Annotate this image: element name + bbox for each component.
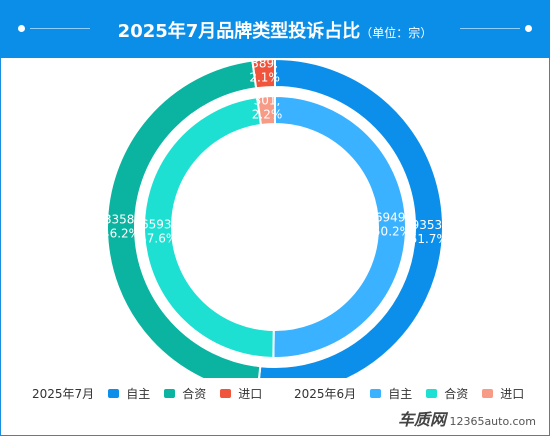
watermark: 车质网 12365auto.com <box>398 406 536 430</box>
legend-item-label: 合资 <box>444 387 469 401</box>
legend-swatch <box>370 389 382 398</box>
legend-swatch <box>426 389 438 398</box>
legend-swatch <box>482 389 494 398</box>
legend-item-label: 自主 <box>126 387 151 401</box>
legend-item-label: 进口 <box>238 387 263 401</box>
watermark-brand: 车质网 <box>397 410 446 429</box>
legend-group-label: 2025年6月 <box>294 387 357 401</box>
legend-group-june: 2025年6月 自主 合资 进口 <box>294 385 524 402</box>
title-deco-line-right <box>460 28 520 29</box>
donut-slice-inner-0[interactable] <box>272 94 407 359</box>
data-label-inner-1: 6593, 47.6% <box>139 217 177 245</box>
chart-title: 2025年7月品牌类型投诉占比（单位：宗） <box>0 17 550 43</box>
donut-slice-inner-2[interactable] <box>256 94 276 127</box>
donut-slice-outer-2[interactable] <box>251 58 276 90</box>
donut-slice-inner-1[interactable] <box>143 96 275 360</box>
data-label-inner-2: 301, 2.2% <box>252 93 283 121</box>
legend-group-label: 2025年7月 <box>32 387 95 401</box>
legend-swatch <box>164 389 176 398</box>
legend-swatch <box>220 389 232 398</box>
legend-item-label: 合资 <box>182 387 207 401</box>
title-bar: 2025年7月品牌类型投诉占比（单位：宗） <box>0 0 550 58</box>
data-label-inner-0: 6949, 50.2% <box>373 211 411 239</box>
legend-item-label: 进口 <box>500 387 525 401</box>
title-deco-dot-right <box>525 25 532 32</box>
donut-slice-outer-0[interactable] <box>257 58 444 378</box>
chart-title-main: 2025年7月品牌类型投诉占比 <box>117 21 361 42</box>
legend-item-label: 自主 <box>388 387 413 401</box>
donut-chart: 9353, 51.7% 8358, 46.2% 389, 2.1% 6949, 50.2% 65… <box>102 58 448 378</box>
title-deco-dot-left <box>18 25 25 32</box>
title-deco-line-left <box>30 28 90 29</box>
legend-group-july: 2025年7月 自主 合资 进口 <box>32 385 262 402</box>
data-label-outer-2: 389, 2.1% <box>249 58 280 84</box>
legend-swatch <box>108 389 120 398</box>
data-label-outer-1: 8358, 46.2% <box>102 212 140 240</box>
data-label-outer-0: 9353, 51.7% <box>410 218 448 246</box>
chart-title-unit: （单位：宗） <box>360 26 433 40</box>
watermark-domain: 12365auto.com <box>449 415 536 428</box>
